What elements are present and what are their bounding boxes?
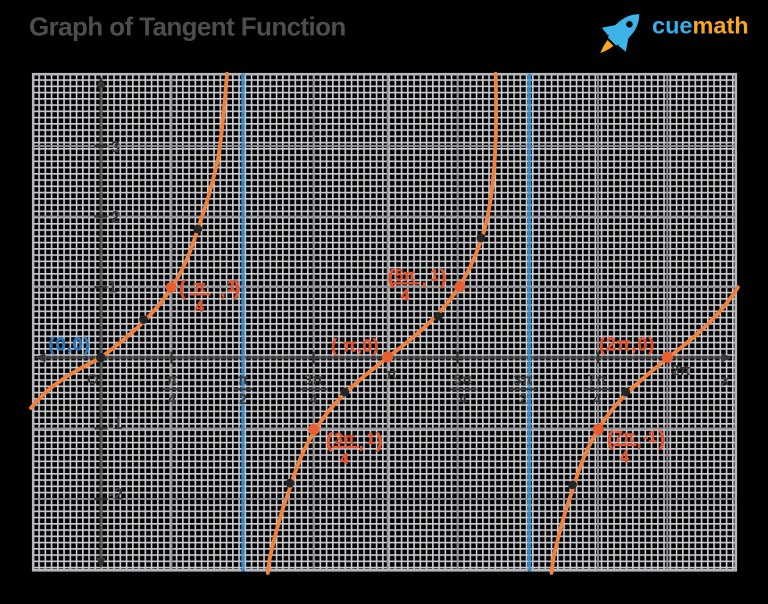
svg-text:(: ( — [326, 431, 333, 453]
svg-text:(: ( — [179, 278, 186, 300]
svg-text:): ) — [440, 267, 447, 289]
svg-text:,: , — [637, 434, 641, 451]
svg-text:2π: 2π — [671, 362, 691, 379]
svg-text:5π: 5π — [453, 373, 472, 389]
svg-text:π: π — [386, 366, 398, 383]
svg-text:2: 2 — [239, 392, 247, 408]
svg-text:-1: -1 — [643, 429, 657, 446]
svg-text:(: ( — [607, 429, 614, 451]
svg-text:1: 1 — [367, 431, 376, 448]
svg-text:(2π,0): (2π,0) — [599, 335, 655, 355]
svg-text:,: , — [221, 283, 225, 300]
svg-text:x: x — [720, 372, 730, 389]
svg-text:-2: -2 — [108, 486, 123, 504]
svg-text:1: 1 — [227, 278, 236, 295]
svg-text:4: 4 — [593, 392, 601, 408]
svg-text:-1: -1 — [108, 415, 123, 433]
svg-text:4: 4 — [309, 392, 317, 408]
svg-text:5π: 5π — [395, 267, 416, 284]
svg-text:3: 3 — [111, 139, 120, 157]
svg-text:4: 4 — [401, 287, 410, 304]
svg-text:7π: 7π — [587, 373, 606, 389]
svg-text:cuemath: cuemath — [652, 13, 749, 39]
svg-text:4: 4 — [195, 298, 204, 315]
svg-text:(0,0): (0,0) — [49, 334, 91, 355]
svg-text:): ) — [376, 431, 383, 453]
svg-text:3π: 3π — [304, 373, 323, 389]
svg-text:1: 1 — [430, 267, 439, 284]
svg-text:4: 4 — [459, 392, 467, 408]
svg-text:π: π — [166, 373, 177, 389]
svg-text:4: 4 — [168, 392, 176, 408]
svg-text:): ) — [234, 278, 241, 300]
svg-text:π: π — [237, 373, 248, 389]
svg-text:2: 2 — [111, 209, 120, 227]
svg-text:,: , — [359, 436, 363, 453]
svg-text:1: 1 — [108, 279, 117, 297]
svg-text:(: ( — [388, 267, 395, 289]
svg-text:4: 4 — [340, 451, 349, 468]
svg-text:3π: 3π — [334, 431, 355, 448]
svg-text:3π: 3π — [513, 373, 532, 389]
svg-text:Graph of Tangent Function: Graph of Tangent Function — [29, 12, 346, 42]
svg-text:7π: 7π — [614, 429, 635, 446]
svg-text:π: π — [194, 278, 206, 295]
svg-text:): ) — [659, 429, 666, 451]
svg-text:4: 4 — [620, 449, 629, 466]
svg-text:2: 2 — [519, 392, 527, 408]
svg-text:( π,0): ( π,0) — [331, 336, 379, 356]
svg-text:,: , — [422, 272, 426, 289]
svg-text:O: O — [87, 371, 99, 388]
